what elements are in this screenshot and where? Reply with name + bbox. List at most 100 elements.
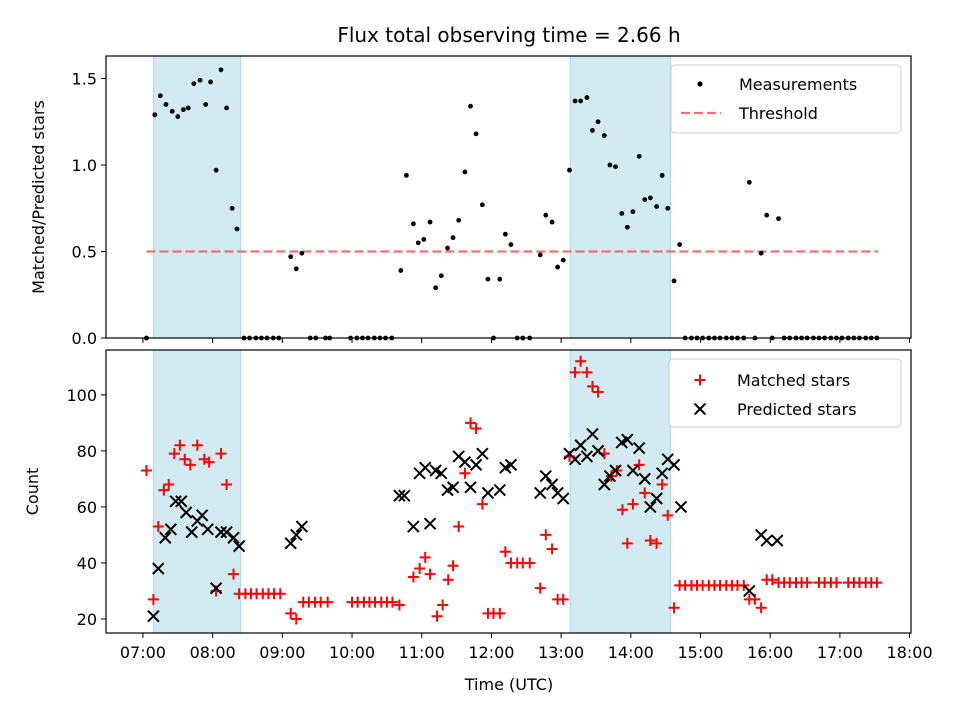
- measurement-point: [191, 81, 197, 87]
- measurement-point: [624, 224, 630, 230]
- measurement-point: [636, 153, 642, 159]
- measurement-point: [450, 235, 456, 241]
- measurement-point: [613, 164, 618, 170]
- bottom-y-ticks: 20 40 60 80 100: [66, 386, 106, 629]
- measurement-point: [479, 202, 485, 208]
- matched-star-point: [163, 478, 175, 490]
- x-tick-label: 11:00: [399, 643, 445, 662]
- predicted-star-point: [667, 458, 681, 472]
- shaded-interval: [569, 349, 672, 634]
- predicted-star-point: [534, 486, 547, 500]
- bottom-panel: 20 40 60 80 100 07:00 08:00 09:00 10:00 11:00 12:…: [23, 349, 933, 694]
- matched-star-point: [738, 579, 750, 591]
- measurement-point: [549, 219, 555, 225]
- matched-star-point: [215, 448, 227, 460]
- predicted-star-point: [650, 492, 663, 505]
- legend-measurement-marker: [697, 81, 703, 87]
- measurement-point: [567, 167, 572, 173]
- matched-star-point: [414, 563, 426, 575]
- matched-star-point: [179, 453, 191, 465]
- matched-star-point: [801, 577, 813, 589]
- matched-star-point: [424, 568, 436, 580]
- predicted-star-point: [674, 500, 688, 514]
- measurement-point: [456, 217, 462, 223]
- predicted-star-point: [638, 472, 651, 486]
- predicted-star-point: [458, 455, 472, 469]
- predicted-star-point: [770, 534, 784, 547]
- matched-star-point: [393, 599, 405, 611]
- predicted-star-point: [284, 537, 297, 550]
- legend-measurements-label: Measurements: [739, 75, 857, 94]
- matched-star-point: [191, 439, 203, 451]
- measurement-point: [776, 216, 781, 222]
- measurement-point: [185, 105, 191, 111]
- predicted-star-point: [621, 433, 634, 446]
- x-tick-label: 14:00: [608, 643, 654, 662]
- measurement-point: [403, 172, 409, 178]
- measurement-point: [677, 242, 683, 247]
- x-tick-label: 16:00: [747, 643, 793, 662]
- measurement-point: [180, 107, 186, 113]
- matched-star-point: [621, 537, 633, 549]
- top-y-axis-label: Matched/Predicted stars: [29, 100, 48, 294]
- predicted-star-point: [626, 464, 640, 477]
- matched-star-point: [386, 596, 398, 608]
- measurement-point: [619, 211, 625, 216]
- predicted-star-point: [609, 464, 622, 477]
- matched-star-point: [419, 551, 431, 563]
- top-panel: 0.0 0.5 1.0 1.5 Matched/Predicted stars Mea…: [29, 55, 912, 348]
- predicted-star-point: [644, 500, 657, 514]
- matched-star-point: [447, 560, 459, 572]
- measurement-point: [497, 276, 503, 282]
- predicted-star-point: [586, 427, 599, 441]
- predicted-star-point: [175, 495, 188, 508]
- matched-star-point: [228, 568, 240, 580]
- predicted-star-point: [164, 523, 178, 536]
- matched-star-point: [668, 602, 680, 614]
- predicted-star-point: [464, 481, 477, 494]
- predicted-star-point: [446, 481, 460, 494]
- measurement-point: [224, 105, 229, 111]
- matched-star-point: [627, 498, 639, 510]
- matched-star-point: [755, 602, 767, 614]
- predicted-star-point: [476, 447, 489, 460]
- predicted-star-point: [591, 444, 605, 458]
- figure-title: Flux total observing time = 2.66 h: [337, 23, 680, 47]
- measurement-point: [213, 167, 219, 173]
- predicted-star-point: [407, 520, 420, 533]
- matched-star-point: [616, 504, 628, 516]
- x-tick-label: 13:00: [538, 643, 584, 662]
- matched-star-point: [662, 509, 674, 521]
- predicted-star-point: [469, 458, 483, 472]
- measurement-point: [764, 212, 770, 218]
- measurement-point: [229, 205, 235, 211]
- measurement-point: [543, 212, 549, 218]
- legend-box: [670, 64, 902, 134]
- predicted-star-point: [398, 489, 411, 502]
- predicted-star-point: [632, 441, 646, 455]
- measurement-point: [299, 250, 305, 256]
- predicted-star-point: [227, 531, 240, 544]
- matched-star-point: [592, 386, 604, 398]
- legend-predicted-marker: [693, 402, 707, 416]
- predicted-star-point: [504, 458, 518, 472]
- measurement-point: [659, 172, 665, 178]
- measurement-point: [288, 254, 294, 260]
- legend-matched-label: Matched stars: [737, 371, 850, 390]
- measurement-point: [157, 93, 163, 99]
- legend-threshold-label: Threshold: [738, 104, 818, 123]
- predicted-star-point: [423, 517, 437, 530]
- matched-star-point: [168, 448, 180, 460]
- measurement-point: [537, 252, 543, 258]
- predicted-star-point: [743, 584, 756, 598]
- measurement-point: [197, 77, 203, 83]
- predicted-star-point: [655, 467, 669, 480]
- predicted-star-point: [179, 506, 193, 519]
- measurement-point: [427, 219, 433, 225]
- predicted-star-point: [201, 523, 214, 536]
- matched-star-point: [586, 380, 598, 392]
- matched-star-point: [470, 422, 482, 434]
- predicted-star-point: [493, 483, 506, 497]
- measurement-point: [601, 133, 607, 138]
